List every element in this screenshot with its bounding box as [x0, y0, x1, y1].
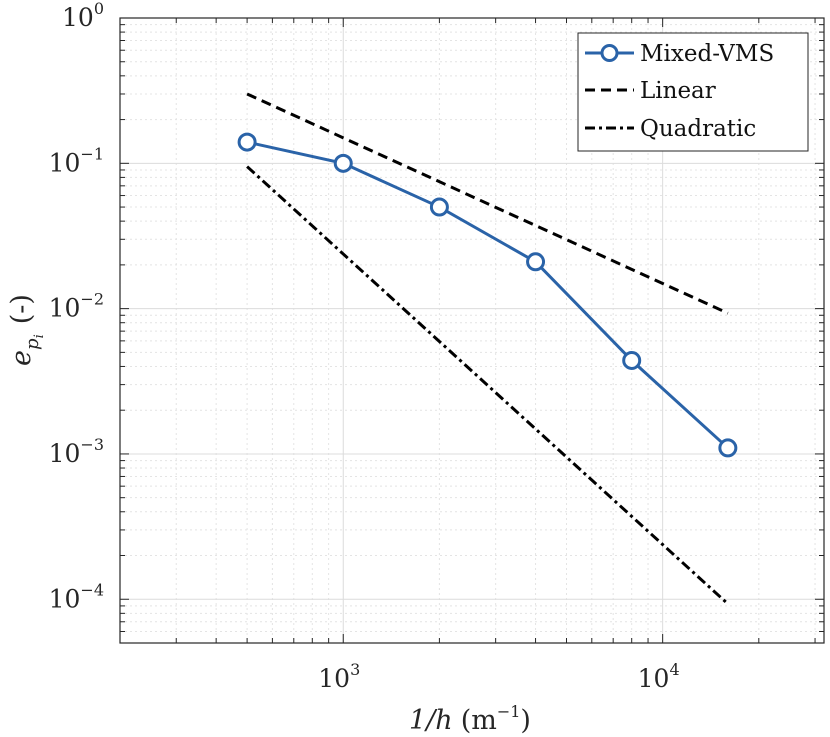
data-point-mixed-vms [429, 197, 449, 217]
x-tick-label-exponent: 3 [350, 660, 360, 679]
y-tick-label-exponent: −3 [80, 435, 104, 454]
x-axis-label-unit: (m [461, 705, 497, 736]
y-tick-label-base: 10 [49, 439, 81, 468]
x-tick-label: 103 [318, 660, 360, 693]
y-axis-label-subsub: i [32, 334, 47, 338]
legend: Mixed-VMS Linear Quadratic [577, 32, 809, 152]
y-tick-label-base: 10 [49, 584, 81, 613]
x-axis-label: 1/h (m−1) [409, 702, 531, 736]
data-point-mixed-vms [237, 132, 257, 152]
legend-entry-mixed-vms: Mixed-VMS [585, 41, 774, 67]
series-line-mixed-vms [246, 140, 729, 450]
y-axis-label-sub: p [22, 338, 43, 350]
y-tick-label: 10−1 [49, 144, 104, 177]
y-axis-label-main: e [6, 350, 37, 366]
y-tick-label: 10−4 [49, 580, 104, 613]
y-tick-label-exponent: −2 [80, 290, 104, 309]
data-point-mixed-vms [526, 252, 546, 272]
x-tick-label: 104 [638, 660, 680, 693]
x-tick-label-exponent: 4 [669, 660, 679, 679]
y-tick-label-base: 10 [49, 148, 81, 177]
legend-marker-mixed-vms [600, 44, 619, 62]
legend-label-quadratic: Quadratic [640, 116, 756, 142]
legend-label-mixed-vms: Mixed-VMS [640, 41, 774, 67]
y-tick-label: 10−3 [49, 435, 104, 468]
x-tick-label-base: 10 [638, 664, 670, 693]
legend-entry-quadratic: Quadratic [585, 116, 756, 142]
y-tick-label-base: 10 [62, 3, 94, 32]
legend-entry-linear: Linear [585, 78, 716, 104]
y-axis-label: epi (-) [6, 294, 47, 366]
plot-frame [119, 17, 825, 644]
axis-ticks [119, 17, 824, 644]
axes-box [119, 17, 825, 644]
y-tick-label-exponent: 0 [94, 0, 104, 18]
x-axis-label-close: ) [520, 705, 531, 736]
y-tick-label: 100 [62, 0, 104, 32]
series-line-linear [246, 92, 729, 315]
legend-label-linear: Linear [640, 78, 716, 104]
y-tick-label: 10−2 [49, 290, 104, 323]
series-layer [237, 92, 738, 605]
x-axis-label-exponent: −1 [497, 702, 521, 721]
series-line-quadratic [246, 165, 729, 605]
data-point-mixed-vms [718, 438, 738, 458]
y-tick-label-base: 10 [49, 294, 81, 323]
x-axis-label-main: 1/h [409, 705, 453, 736]
y-tick-label-exponent: −4 [80, 580, 104, 599]
x-tick-label-base: 10 [318, 664, 350, 693]
y-axis-label-unit: (-) [6, 294, 37, 324]
data-point-mixed-vms [333, 153, 353, 173]
data-point-mixed-vms [622, 350, 642, 370]
y-tick-label-exponent: −1 [80, 144, 104, 163]
